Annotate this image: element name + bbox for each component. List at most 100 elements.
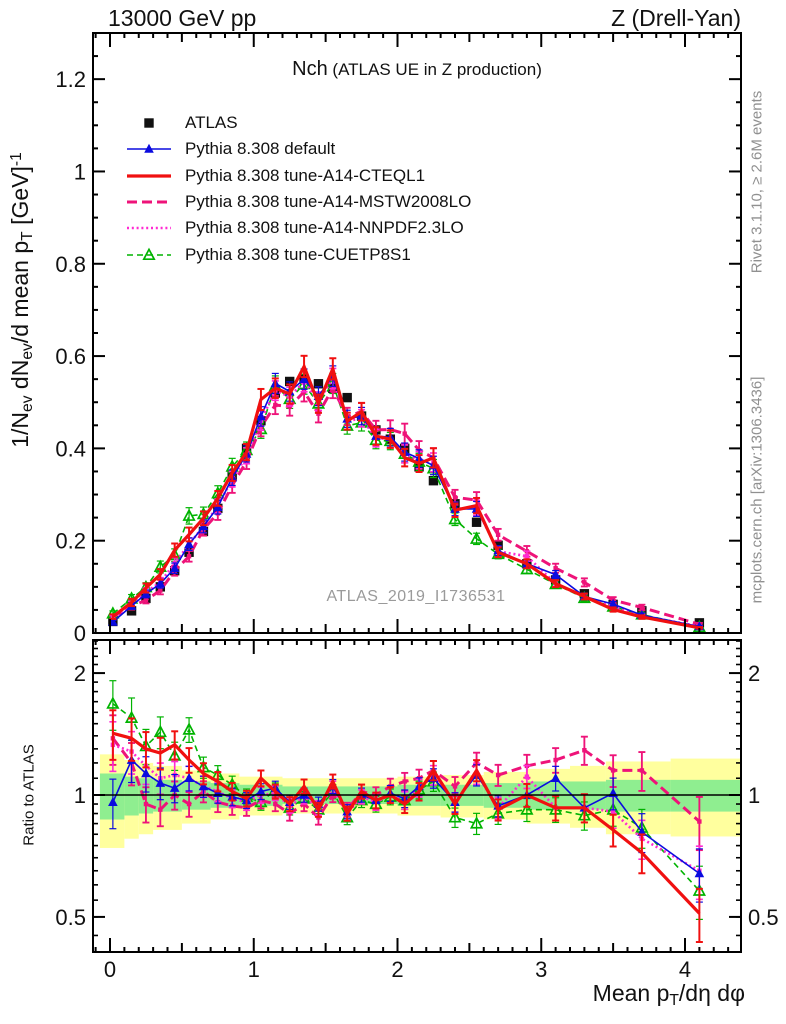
ratio-line-mstw2008lo — [111, 737, 701, 823]
series-line-cuetp8s1 — [112, 381, 700, 628]
legend-label-default: Pythia 8.308 default — [185, 139, 336, 159]
legend-item-nnpdf23lo: Pythia 8.308 tune-A14-NNPDF2.3LO — [126, 215, 471, 241]
data-point-triangle — [144, 144, 154, 154]
ratio-tick-label-left: 0.5 — [55, 905, 86, 930]
x-tick-label: 4 — [679, 957, 691, 982]
data-point-triangle-open — [448, 511, 462, 525]
x-tick-label: 2 — [391, 957, 403, 982]
y-main-tick-label: 1.2 — [55, 67, 86, 92]
data-point-triangle — [141, 768, 151, 778]
data-point-square-small — [553, 757, 558, 763]
data-point-triangle-open — [182, 508, 196, 521]
data-point-triangle — [694, 868, 705, 878]
ratio-tick-label-right: 2 — [748, 661, 760, 686]
x-tick-label: 3 — [535, 957, 547, 982]
data-point-square-small — [186, 801, 192, 807]
legend-marker-mstw2008lo — [127, 200, 171, 204]
ratio-tick-label-left: 2 — [74, 661, 86, 686]
legend-item-atlas: ATLAS — [126, 110, 471, 136]
data-point-square-small — [697, 819, 702, 824]
observable-context: (ATLAS UE in Z production) — [327, 60, 542, 79]
data-point-triangle — [198, 781, 209, 791]
legend-item-default: Pythia 8.308 default — [126, 136, 471, 162]
ratio-tick-label-left: 1 — [74, 783, 86, 808]
data-point-square-small — [186, 554, 192, 559]
data-point-square-small — [402, 779, 407, 784]
data-point-square-small — [495, 772, 501, 778]
legend-marker-atlas — [144, 118, 154, 128]
legend-label-nnpdf23lo: Pythia 8.308 tune-A14-NNPDF2.3LO — [185, 218, 464, 238]
data-point-square-small — [610, 809, 616, 814]
legend-item-mstw2008lo: Pythia 8.308 tune-A14-MSTW2008LO — [126, 189, 471, 215]
data-point-square-small — [582, 580, 587, 585]
data-point-square-small — [158, 807, 163, 812]
legend-label-cteql1: Pythia 8.308 tune-A14-CTEQL1 — [185, 165, 426, 185]
data-point-triangle-open — [448, 810, 462, 823]
y-main-tick-label: 0.8 — [55, 252, 86, 277]
data-point-square-small — [273, 402, 278, 408]
data-point-triangle-open — [469, 816, 484, 829]
data-point-square-small — [524, 774, 530, 779]
x-tick-label: 0 — [104, 957, 116, 982]
series-line-default — [112, 374, 700, 628]
series-line-nnpdf23lo — [112, 375, 700, 628]
data-point-square — [342, 392, 352, 403]
data-point-square — [126, 606, 137, 616]
legend-label-cuetp8s1: Pythia 8.308 tune-CUETP8S1 — [185, 244, 411, 264]
legend-label-mstw2008lo: Pythia 8.308 tune-A14-MSTW2008LO — [185, 192, 472, 212]
legend: ATLAS Pythia 8.308 default Pythia 8.308 tu… — [126, 110, 471, 268]
data-point-triangle — [184, 773, 194, 783]
legend-item-cteql1: Pythia 8.308 tune-A14-CTEQL1 — [126, 163, 471, 189]
data-point-triangle — [155, 777, 166, 787]
analysis-id-watermark: ATLAS_2019_I1736531 — [326, 588, 506, 605]
data-point-triangle — [299, 373, 309, 383]
data-point-square-small — [610, 768, 616, 773]
data-point-square — [313, 379, 324, 389]
y-main-tick-label: 0.6 — [55, 344, 86, 369]
data-point-triangle — [550, 569, 561, 579]
data-point-square — [428, 475, 439, 486]
data-point-triangle — [550, 773, 561, 783]
data-point-triangle-open — [182, 722, 196, 735]
process-label: Z (Drell-Yan) — [611, 5, 741, 31]
data-point-triangle — [256, 411, 266, 421]
y-main-tick-label: 0 — [74, 621, 86, 646]
plot-title: Nch (ATLAS UE in Z production) — [292, 58, 542, 81]
data-point-triangle — [169, 782, 180, 792]
data-point-square-small — [158, 588, 163, 593]
data-point-square-small — [452, 495, 458, 500]
data-point-square-small — [524, 553, 530, 559]
legend-marker-default — [127, 144, 171, 154]
data-point-triangle — [155, 578, 166, 588]
data-point-triangle-open — [142, 247, 156, 260]
data-point-square-small — [273, 801, 278, 807]
legend-label-atlas: ATLAS — [185, 113, 238, 133]
data-point-square-small — [495, 532, 501, 537]
data-point-square-small — [143, 801, 149, 807]
ratio-tick-label-right: 0.5 — [748, 905, 779, 930]
data-point-square-small — [582, 748, 587, 753]
green-band-step — [124, 776, 139, 816]
legend-item-cuetp8s1: Pythia 8.308 tune-CUETP8S1 — [126, 241, 471, 267]
data-point-triangle-open — [469, 531, 484, 544]
x-tick-label: 1 — [248, 957, 260, 982]
y-main-tick-label: 1 — [74, 159, 86, 184]
data-point-triangle-open — [153, 724, 167, 738]
data-point-square-small — [639, 768, 645, 773]
series-line-cteql1 — [111, 362, 700, 630]
ratio-line-cteql1 — [112, 731, 701, 915]
data-point-square-small — [553, 566, 558, 571]
data-point-square — [144, 118, 154, 128]
ratio-tick-label-right: 1 — [748, 783, 760, 808]
legend-marker-cteql1 — [127, 174, 171, 178]
green-band-step — [99, 773, 125, 820]
data-point-square-small — [143, 597, 149, 603]
series-line-mstw2008lo — [112, 385, 700, 626]
data-point-square — [471, 517, 482, 527]
x-axis-label: Mean pT/dη dφ — [592, 980, 745, 1009]
y-main-tick-label: 0.4 — [55, 436, 86, 461]
legend-marker-cuetp8s1 — [127, 247, 171, 260]
beam-energy-label: 13000 GeV pp — [108, 5, 257, 31]
y-main-tick-label: 0.2 — [55, 529, 86, 554]
